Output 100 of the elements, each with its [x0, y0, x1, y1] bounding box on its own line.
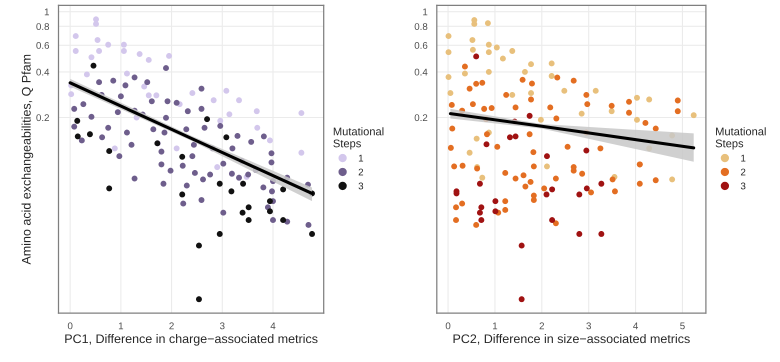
- legend-label: 2: [740, 168, 746, 176]
- point: [68, 91, 74, 98]
- legend-label: 3: [358, 182, 364, 190]
- point: [492, 208, 498, 214]
- point: [120, 48, 127, 54]
- legend-title: Mutational Steps: [716, 127, 766, 150]
- point: [246, 217, 252, 224]
- point: [267, 198, 273, 204]
- point: [446, 33, 452, 40]
- point: [608, 108, 615, 114]
- point: [634, 116, 640, 123]
- legend-label: 1: [358, 154, 364, 162]
- x-tick-label: 2: [169, 322, 174, 330]
- point: [196, 242, 202, 249]
- point: [522, 68, 528, 75]
- point: [479, 174, 486, 181]
- point: [93, 21, 99, 27]
- point: [196, 296, 202, 302]
- point: [96, 48, 102, 54]
- point: [86, 131, 93, 138]
- x-tick-label: 0: [68, 322, 72, 330]
- point: [538, 116, 544, 123]
- point: [646, 96, 652, 102]
- point: [598, 180, 604, 187]
- point: [466, 150, 473, 156]
- point: [583, 148, 590, 154]
- point: [72, 48, 79, 54]
- point: [478, 204, 484, 210]
- y-tick-label: 0.8: [414, 23, 428, 30]
- point: [146, 57, 152, 63]
- legend-label: 2: [358, 168, 364, 176]
- point: [509, 48, 516, 54]
- point: [470, 46, 476, 53]
- point: [473, 54, 480, 60]
- point: [549, 217, 556, 224]
- point: [509, 92, 516, 98]
- point: [280, 186, 286, 192]
- point: [166, 53, 172, 59]
- x-axis-title: PC1, Difference in charge−associated metrics: [65, 334, 318, 346]
- point: [174, 145, 180, 152]
- point: [84, 71, 90, 78]
- point: [280, 217, 286, 224]
- point: [690, 112, 697, 118]
- point: [494, 44, 500, 50]
- x-tick-label: 3: [586, 322, 591, 330]
- point: [506, 134, 513, 140]
- point: [226, 111, 232, 118]
- point: [74, 133, 81, 140]
- point: [598, 231, 604, 237]
- x-tick-label: 1: [118, 322, 124, 330]
- point: [217, 118, 224, 124]
- point: [216, 180, 223, 187]
- point: [106, 148, 112, 154]
- point: [214, 164, 220, 170]
- point: [544, 192, 550, 198]
- point: [298, 150, 304, 156]
- point: [120, 42, 127, 48]
- point: [136, 51, 143, 57]
- x-tick-label: 0: [446, 322, 450, 330]
- point: [492, 198, 498, 204]
- point: [141, 84, 148, 90]
- point: [528, 61, 534, 68]
- point: [124, 70, 130, 77]
- point: [267, 138, 273, 144]
- x-tick-label: 5: [680, 322, 685, 330]
- point: [518, 296, 525, 302]
- y-tick-label: 0.2: [414, 114, 428, 122]
- point: [576, 231, 582, 237]
- point: [223, 88, 230, 94]
- point: [179, 154, 186, 160]
- point: [240, 180, 246, 187]
- point: [548, 60, 555, 66]
- point: [179, 192, 186, 198]
- legend-title: Mutational Steps: [333, 127, 384, 150]
- point: [146, 92, 152, 98]
- y-axis-title: Amino acid exchangeabilities, Q Pfam: [22, 54, 34, 265]
- y-tick-label: 0.8: [36, 23, 50, 30]
- point: [90, 62, 96, 69]
- point: [486, 68, 492, 75]
- point: [240, 210, 246, 216]
- point: [204, 116, 210, 122]
- point: [72, 33, 79, 40]
- legend-label: 3: [740, 182, 746, 190]
- point: [476, 180, 483, 187]
- point: [216, 231, 223, 237]
- point: [669, 176, 676, 182]
- x-tick-label: 1: [492, 322, 498, 330]
- point: [548, 73, 555, 79]
- point: [634, 94, 640, 101]
- x-tick-label: 2: [540, 322, 544, 330]
- point: [584, 185, 590, 192]
- y-tick-label: 0.2: [36, 114, 49, 122]
- point: [236, 97, 242, 104]
- point: [512, 133, 519, 140]
- point: [298, 110, 304, 116]
- point: [518, 242, 525, 249]
- point: [486, 42, 492, 48]
- x-tick-label: 4: [633, 322, 638, 330]
- point: [462, 70, 468, 77]
- point: [228, 188, 234, 194]
